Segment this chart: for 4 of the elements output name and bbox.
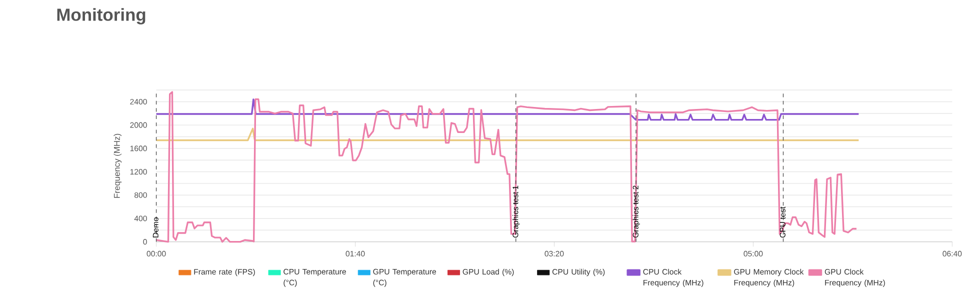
chart-title: Monitoring	[57, 8, 146, 24]
y-axis-title: Frequency (MHz)	[114, 134, 122, 198]
line-series	[155, 98, 860, 121]
line-series	[155, 91, 858, 243]
